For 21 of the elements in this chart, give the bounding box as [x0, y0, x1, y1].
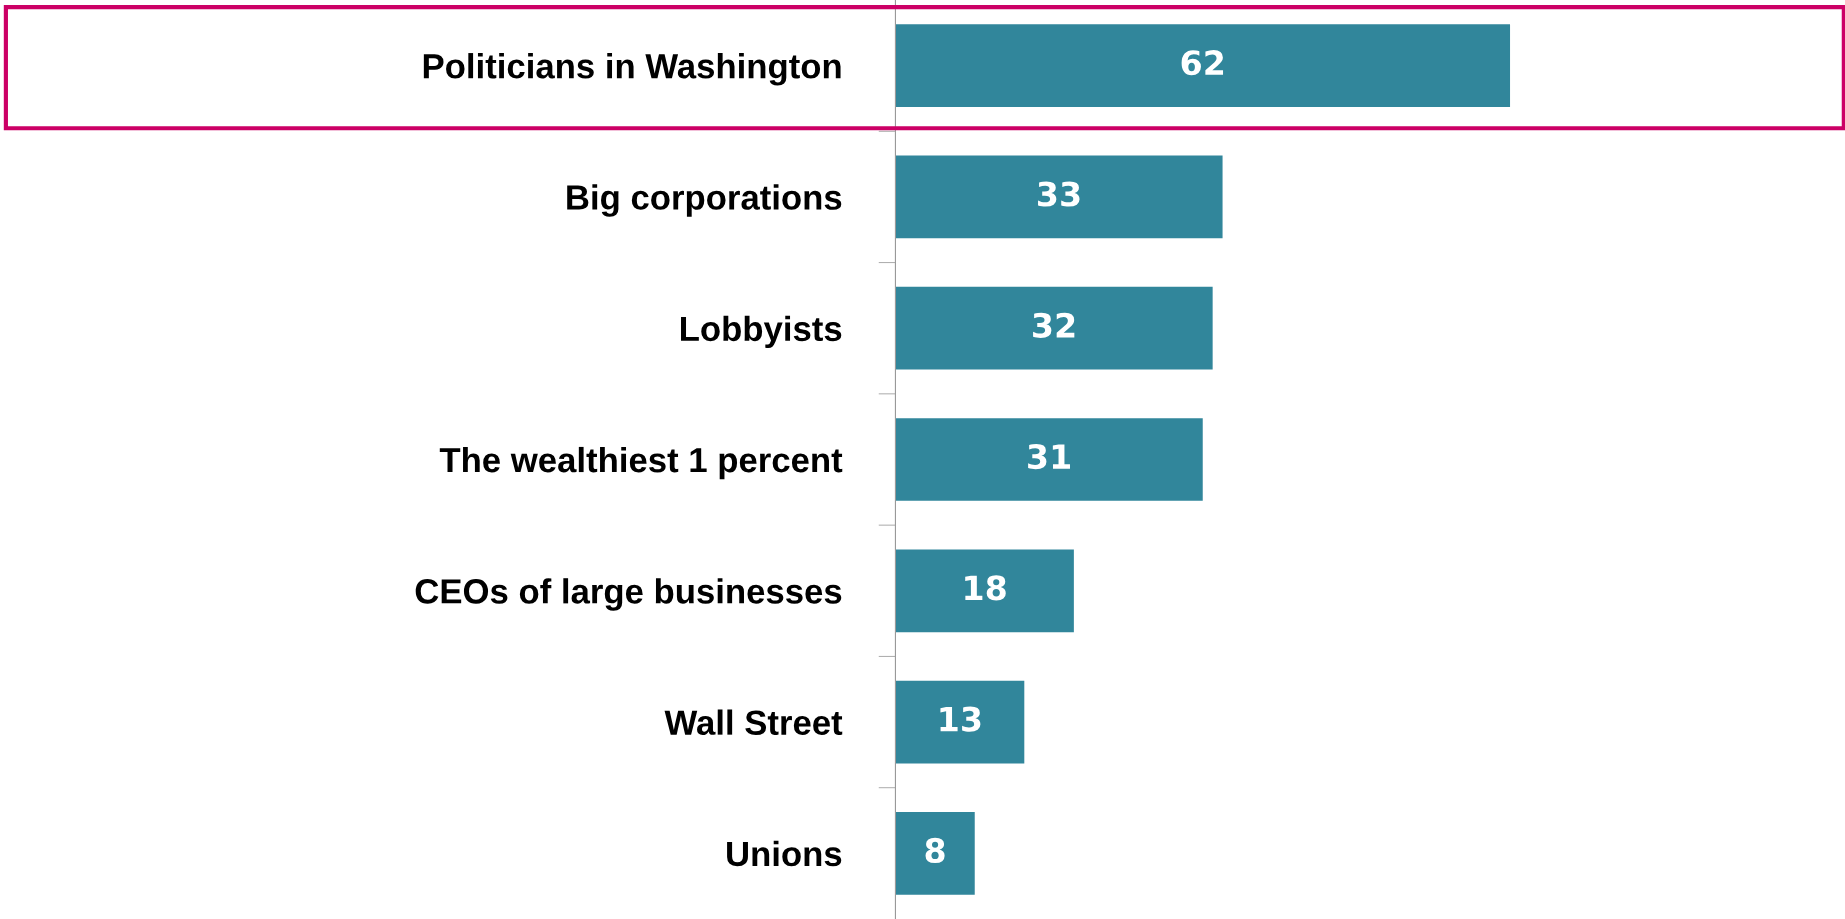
data-label: 33	[1038, 181, 1080, 207]
bar	[895, 680, 1025, 764]
bar	[895, 24, 1511, 107]
y-tick-label: CEOs of large businesses	[415, 578, 842, 611]
data-label: 13	[940, 706, 981, 732]
y-tick-label: The wealthiest 1 percent	[439, 446, 843, 480]
data-label: 62	[1181, 50, 1224, 76]
bar	[895, 418, 1203, 501]
bar	[895, 155, 1223, 239]
y-tick-label: Big corporations	[567, 184, 842, 217]
data-label: 8	[925, 837, 945, 864]
data-label: 18	[965, 575, 1006, 601]
y-tick-label: Wall Street	[664, 709, 843, 735]
data-label: 31	[1028, 443, 1070, 470]
bar	[895, 549, 1074, 633]
y-tick-label: Politicians in Washington	[423, 53, 841, 86]
y-tick-label: Unions	[727, 840, 842, 867]
bar	[895, 812, 975, 895]
bar	[895, 286, 1213, 370]
y-tick-label: Lobbyists	[681, 315, 842, 348]
data-label: 32	[1033, 312, 1075, 338]
